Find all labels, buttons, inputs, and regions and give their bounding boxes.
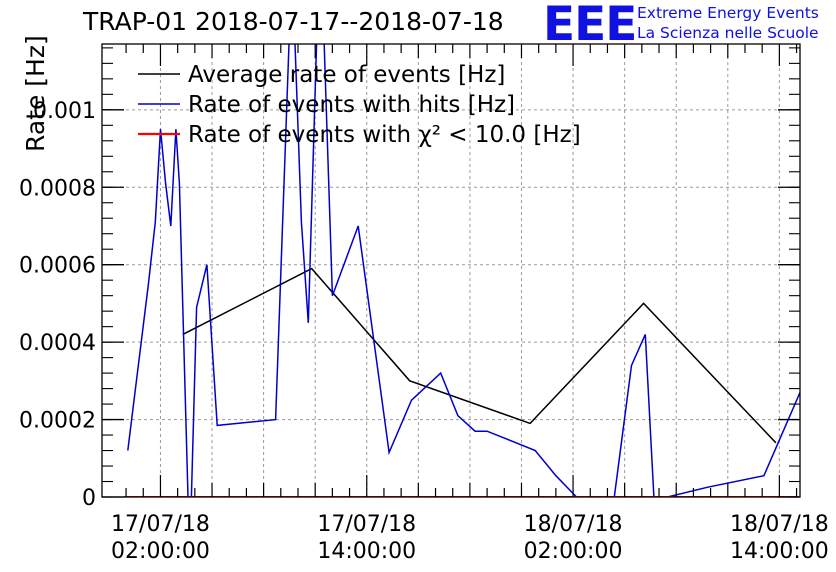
legend: Average rate of events [Hz] Rate of event…: [138, 62, 581, 148]
legend-label-chi2-rate-line: Rate of events with χ² < 10.0 [Hz]: [188, 122, 581, 148]
hits-rate-line: [127, 44, 800, 497]
y-tick-label: 0.0006: [19, 254, 96, 279]
x-tick-label-time: 14:00:00: [730, 539, 829, 564]
y-tick-label: 0: [82, 486, 96, 511]
series-lines: [124, 44, 800, 497]
y-tick-label: 0.0002: [19, 409, 96, 434]
x-tick-label-date: 17/07/18: [111, 512, 210, 537]
x-tick-label-time: 14:00:00: [317, 539, 416, 564]
legend-label-average-rate-line: Average rate of events [Hz]: [188, 62, 505, 88]
x-tick-label-date: 18/07/18: [524, 512, 623, 537]
brand-line-2: La Scienza nelle Scuole: [637, 24, 819, 42]
y-tick-label: 0.0004: [19, 331, 96, 356]
grid: [102, 44, 800, 497]
y-tick-label: 0.001: [33, 99, 96, 124]
brand-line-1: Extreme Energy Events: [637, 4, 819, 22]
average-rate-line: [182, 267, 777, 444]
x-tick-label-date: 18/07/18: [730, 512, 829, 537]
plot-frame: [101, 43, 801, 498]
axis-ticks: 00.00020.00040.00060.00080.00117/07/1802…: [19, 44, 829, 564]
brand-text: Extreme Energy Events La Scienza nelle S…: [637, 3, 819, 43]
y-tick-label: 0.0008: [19, 176, 96, 201]
legend-label-hits-rate-line: Rate of events with hits [Hz]: [188, 92, 515, 118]
x-tick-label-date: 17/07/18: [317, 512, 416, 537]
x-tick-label-time: 02:00:00: [524, 539, 623, 564]
chart-title: TRAP-01 2018-07-17--2018-07-18: [83, 7, 504, 36]
eee-logo: EEE: [543, 0, 637, 52]
x-tick-label-time: 02:00:00: [111, 539, 210, 564]
